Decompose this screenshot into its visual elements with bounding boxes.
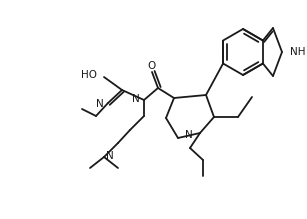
Text: NH: NH — [290, 47, 305, 57]
Text: N: N — [185, 130, 193, 140]
Text: N: N — [132, 94, 140, 104]
Text: HO: HO — [81, 70, 97, 80]
Text: O: O — [147, 61, 155, 71]
Text: N: N — [96, 99, 104, 109]
Text: N: N — [106, 151, 114, 161]
